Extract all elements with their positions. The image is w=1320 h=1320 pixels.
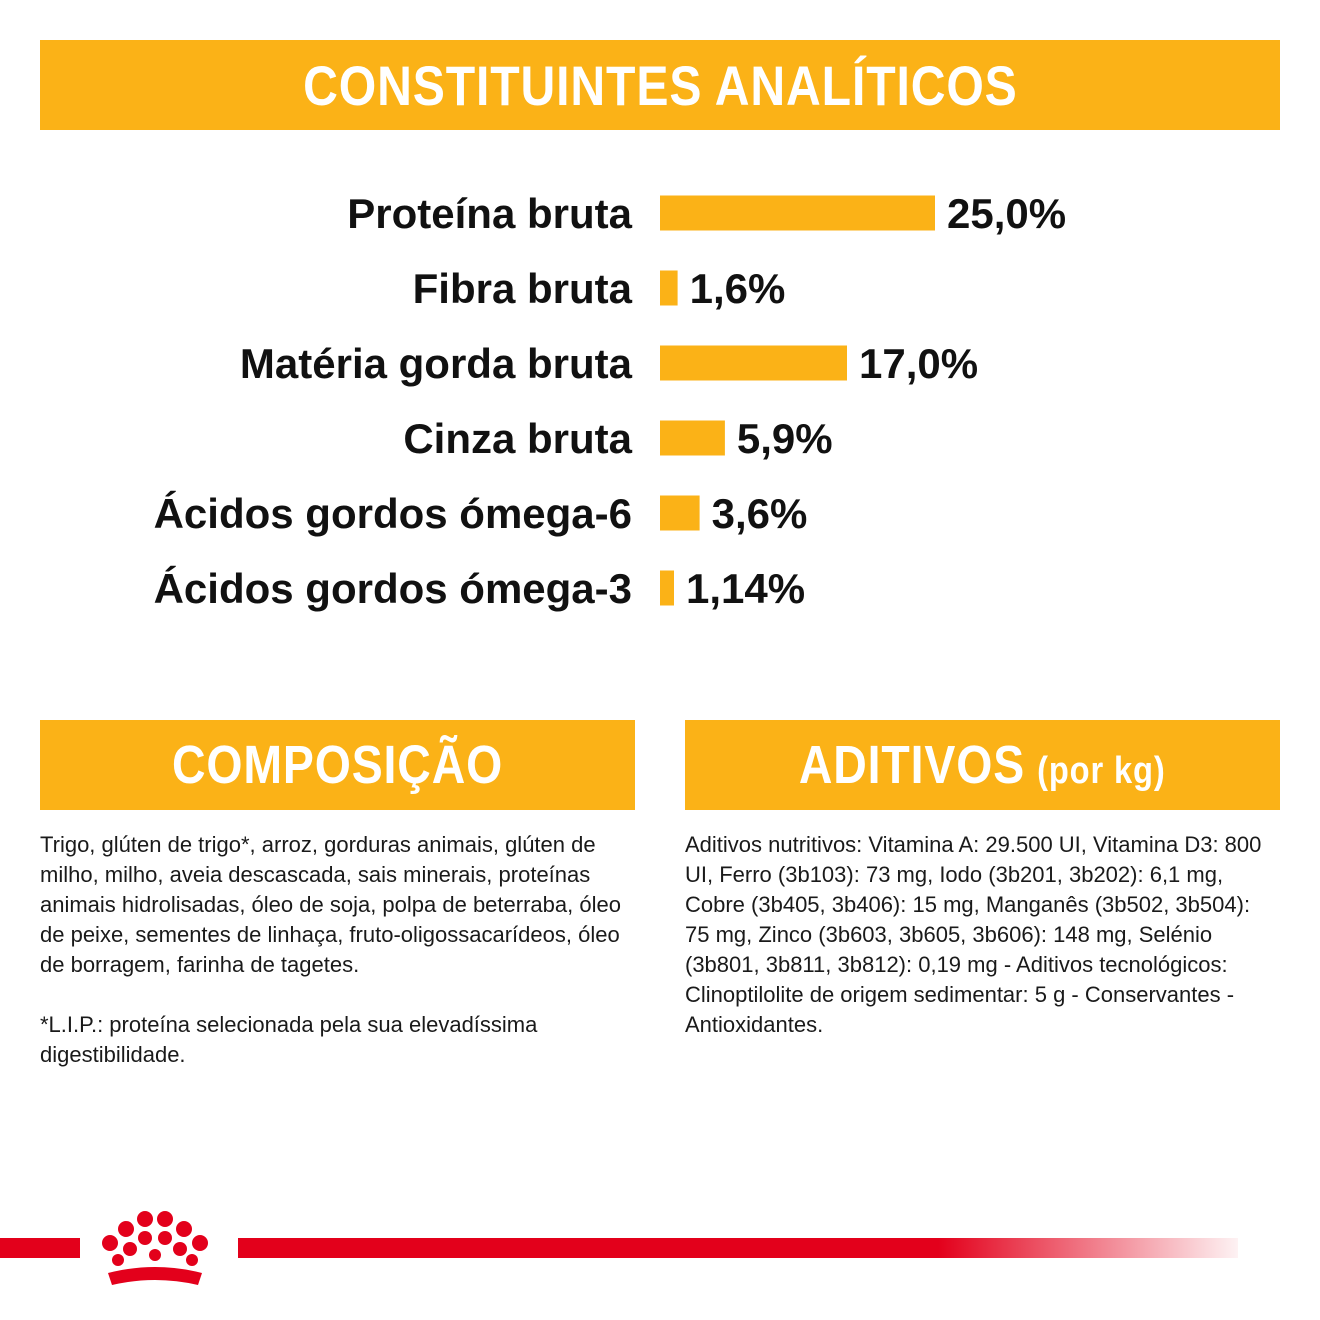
bar xyxy=(660,495,700,531)
bar xyxy=(660,270,678,306)
composition-banner: COMPOSIÇÃO xyxy=(40,720,635,810)
category-label: Fibra bruta xyxy=(413,265,633,312)
composition-title: COMPOSIÇÃO xyxy=(171,735,504,795)
value-label: 1,14% xyxy=(686,565,805,612)
additives-banner: ADITIVOS (por kg) xyxy=(685,720,1280,810)
value-label: 3,6% xyxy=(712,490,808,537)
value-label: 17,0% xyxy=(859,340,978,387)
analytical-constituents-title: CONSTITUINTES ANALÍTICOS xyxy=(302,53,1018,117)
composition-footnote: *L.I.P.: proteína selecionada pela sua e… xyxy=(40,1012,538,1067)
additives-title: ADITIVOS xyxy=(799,735,1026,795)
value-label: 1,6% xyxy=(690,265,786,312)
category-label: Matéria gorda bruta xyxy=(240,340,633,387)
composition-text: Trigo, glúten de trigo*, arroz, gorduras… xyxy=(40,832,621,977)
category-label: Ácidos gordos ómega-6 xyxy=(154,490,632,537)
category-label: Cinza bruta xyxy=(403,415,632,462)
bar xyxy=(660,420,725,456)
additives-text: Aditivos nutritivos: Vitamina A: 29.500 … xyxy=(685,832,1262,1037)
bar xyxy=(660,570,674,606)
footer-red-line-right xyxy=(238,1238,1238,1258)
bar xyxy=(660,345,847,381)
category-label: Ácidos gordos ómega-3 xyxy=(154,565,632,612)
crown-icon xyxy=(102,1211,208,1285)
value-label: 5,9% xyxy=(737,415,833,462)
category-label: Proteína bruta xyxy=(347,190,632,237)
constituents-bar-chart: Proteína bruta 25,0% Fibra bruta 1,6% Matéri… xyxy=(154,190,1067,612)
additives-subtitle: (por kg) xyxy=(1037,750,1166,792)
value-label: 25,0% xyxy=(947,190,1066,237)
footer-red-line-left xyxy=(0,1238,80,1258)
bar xyxy=(660,195,935,231)
analytical-constituents-banner: CONSTITUINTES ANALÍTICOS xyxy=(40,40,1280,130)
